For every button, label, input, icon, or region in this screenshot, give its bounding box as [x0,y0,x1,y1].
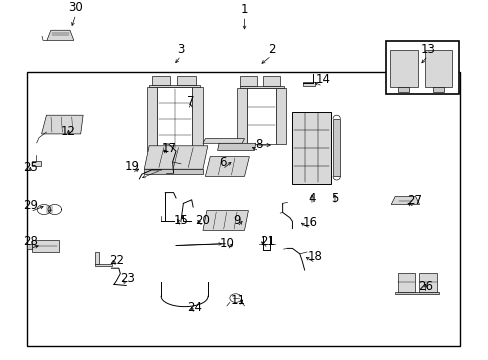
Polygon shape [192,87,203,151]
Polygon shape [144,169,203,174]
Polygon shape [205,157,249,176]
Polygon shape [151,76,170,85]
Text: 23: 23 [120,272,134,285]
Text: 16: 16 [303,216,317,229]
Text: 29: 29 [23,199,38,212]
Polygon shape [32,161,41,166]
Polygon shape [389,50,417,87]
Text: 25: 25 [23,161,38,174]
Text: 1: 1 [240,3,248,16]
Polygon shape [95,264,112,266]
Polygon shape [292,112,330,184]
Text: 11: 11 [231,294,245,307]
Text: 30: 30 [68,1,83,14]
Polygon shape [95,252,99,264]
Text: 24: 24 [187,301,202,314]
Polygon shape [27,244,32,248]
Polygon shape [418,273,436,292]
Polygon shape [177,76,195,85]
Text: 15: 15 [173,214,188,227]
Polygon shape [203,139,244,143]
Polygon shape [144,146,207,169]
Text: 5: 5 [330,192,338,205]
Polygon shape [390,197,419,204]
Text: 9: 9 [233,214,241,227]
Polygon shape [157,87,192,151]
Text: 2: 2 [267,43,275,56]
Text: 13: 13 [420,43,434,56]
Polygon shape [398,87,408,91]
Polygon shape [246,88,276,144]
Text: 14: 14 [315,73,329,86]
Polygon shape [32,240,59,252]
Polygon shape [41,115,83,134]
Polygon shape [237,88,246,144]
Polygon shape [432,87,443,91]
Polygon shape [332,119,340,176]
Polygon shape [217,143,255,150]
Polygon shape [47,30,74,40]
Text: 7: 7 [186,95,194,108]
Text: 4: 4 [307,192,315,205]
Bar [386,41,458,94]
Polygon shape [303,82,315,86]
Text: 12: 12 [61,125,76,138]
Polygon shape [394,292,438,294]
Text: 20: 20 [195,214,210,227]
Text: 19: 19 [124,160,139,173]
Text: 18: 18 [307,250,322,263]
Polygon shape [149,85,200,87]
Text: 10: 10 [220,237,234,250]
Text: 28: 28 [23,235,38,248]
Polygon shape [146,87,157,151]
Text: 26: 26 [417,280,432,293]
Polygon shape [262,76,279,86]
Polygon shape [239,76,256,86]
Bar [27,72,459,346]
Text: 6: 6 [218,156,226,169]
Polygon shape [276,88,285,144]
Text: 22: 22 [109,254,123,267]
Text: 17: 17 [161,142,176,155]
Text: 21: 21 [260,235,275,248]
Polygon shape [397,273,414,292]
Text: 8: 8 [255,138,263,151]
Text: 27: 27 [407,194,421,207]
Text: 3: 3 [177,43,184,56]
Polygon shape [424,50,451,87]
Polygon shape [203,211,248,230]
Polygon shape [239,86,283,88]
